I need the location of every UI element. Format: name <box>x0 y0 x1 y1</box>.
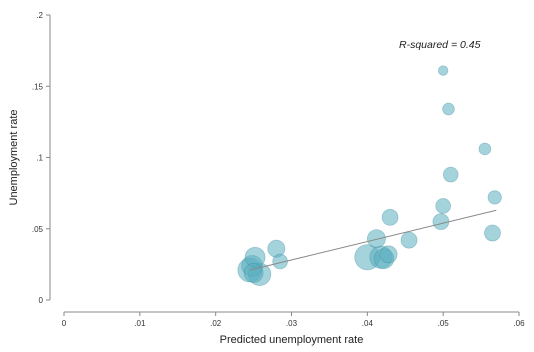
y-tick-label: .05 <box>32 225 44 234</box>
x-tick-label: .04 <box>362 319 374 328</box>
x-tick-label: 0 <box>62 319 67 328</box>
scatter-point <box>400 231 418 249</box>
x-tick-label: .01 <box>134 319 146 328</box>
y-tick-label: .1 <box>36 154 43 163</box>
y-tick-label: 0 <box>39 296 44 305</box>
scatter-points <box>237 65 502 286</box>
scatter-point <box>487 190 502 205</box>
x-tick-label: .02 <box>210 319 222 328</box>
scatter-point <box>484 224 501 242</box>
y-axis-label: Unemployment rate <box>8 110 20 206</box>
r-squared-annotation: R-squared = 0.45 <box>399 39 481 51</box>
scatter-point <box>243 262 264 283</box>
x-tick-label: .05 <box>438 319 450 328</box>
plot-area: 0 .01 .02 .03 .04 .05 .06 0 .05 .1 .15 .2 <box>32 11 525 328</box>
x-axis-ticks: 0 .01 .02 .03 .04 .05 .06 <box>62 312 525 328</box>
y-axis-ticks: 0 .05 .1 .15 .2 <box>32 11 50 305</box>
scatter-point <box>379 245 398 264</box>
x-tick-label: .03 <box>286 319 298 328</box>
scatter-point <box>381 208 399 226</box>
scatter-point <box>366 229 386 249</box>
x-tick-label: .06 <box>513 319 525 328</box>
scatter-point <box>432 213 450 231</box>
y-tick-label: .2 <box>36 11 43 20</box>
scatter-point <box>272 253 288 270</box>
y-tick-label: .15 <box>32 82 44 91</box>
scatter-point <box>435 198 451 214</box>
fitted-line <box>249 209 497 271</box>
scatter-point <box>478 142 492 156</box>
x-axis-label: Predicted unemployment rate <box>220 334 364 346</box>
scatter-point <box>442 166 459 183</box>
scatter-point <box>442 102 455 116</box>
scatter-point <box>437 65 449 76</box>
